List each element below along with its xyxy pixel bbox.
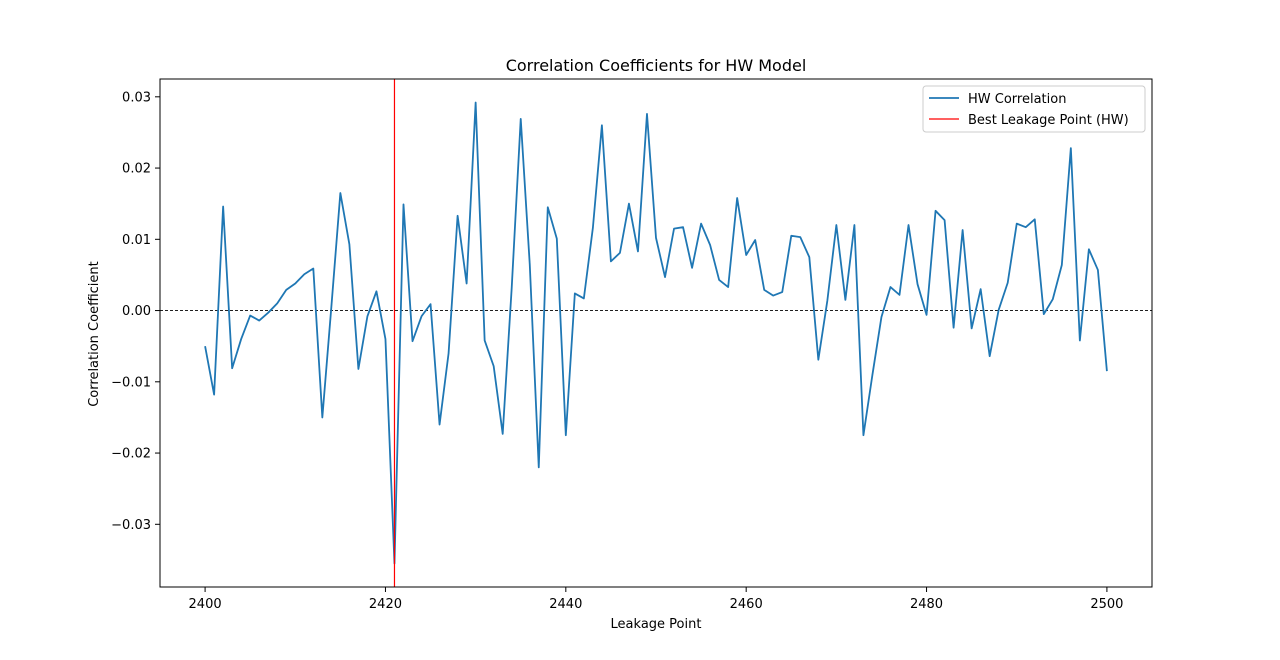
y-tick-label: 0.02 [122, 162, 151, 177]
y-tick-label: 0.00 [122, 304, 151, 319]
y-tick-label: −0.03 [111, 518, 151, 533]
legend-label-hw-correlation: HW Correlation [968, 92, 1066, 107]
x-tick-label: 2400 [189, 597, 222, 612]
legend: HW Correlation Best Leakage Point (HW) [922, 85, 1146, 133]
legend-label-best-leakage-point: Best Leakage Point (HW) [968, 113, 1129, 128]
y-axis-label: Correlation Coefficient [87, 261, 102, 407]
y-tick-label: −0.01 [111, 375, 151, 390]
x-axis-label: Leakage Point [611, 617, 702, 632]
x-tick-label: 2460 [730, 597, 763, 612]
legend-box [922, 85, 1146, 133]
hw-correlation-line [204, 101, 1108, 565]
x-tick-label: 2500 [1090, 597, 1123, 612]
y-tick-label: 0.01 [122, 233, 151, 248]
plot-area: 2400 2420 2440 2460 2480 2500 −0.03 −0.02 −0.01 0… [111, 78, 1153, 612]
y-tick-label: −0.02 [111, 447, 151, 462]
x-tick-label: 2420 [369, 597, 402, 612]
chart-title: Correlation Coefficients for HW Model [506, 56, 807, 75]
x-tick-label: 2440 [549, 597, 582, 612]
x-tick-label: 2480 [910, 597, 943, 612]
y-tick-label: 0.03 [122, 90, 151, 105]
plot-frame [159, 78, 1153, 588]
